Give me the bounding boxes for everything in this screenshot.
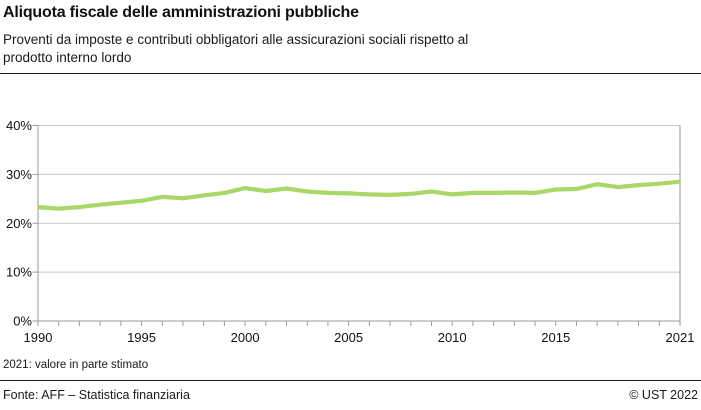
footer-divider bbox=[0, 380, 701, 381]
source-label: Fonte: AFF – Statistica finanziaria bbox=[3, 388, 190, 402]
x-axis-label: 1995 bbox=[127, 330, 156, 345]
chart-subtitle: Proventi da imposte e contributi obbliga… bbox=[3, 31, 468, 67]
data-line-aliquota-fiscale bbox=[37, 179, 681, 211]
x-axis-label: 2000 bbox=[231, 330, 260, 345]
page-title: Aliquota fiscale delle amministrazioni p… bbox=[3, 4, 359, 21]
x-axis-label: 2010 bbox=[438, 330, 467, 345]
x-axis-label: 2021 bbox=[666, 330, 695, 345]
y-axis-label: 0% bbox=[13, 314, 32, 329]
x-axis-label: 2015 bbox=[541, 330, 570, 345]
x-axis-label: 2005 bbox=[334, 330, 363, 345]
x-axis-label: 1990 bbox=[24, 330, 53, 345]
chart-subtitle-line2: prodotto interno lordo bbox=[3, 50, 132, 65]
y-axis-label: 30% bbox=[6, 167, 32, 182]
y-axis-label: 10% bbox=[6, 265, 32, 280]
header-divider bbox=[0, 73, 701, 74]
chart-subtitle-line1: Proventi da imposte e contributi obbliga… bbox=[3, 32, 469, 47]
footer: Fonte: AFF – Statistica finanziaria © US… bbox=[3, 388, 698, 402]
copyright-label: © UST 2022 bbox=[629, 388, 698, 402]
y-axis-label: 20% bbox=[6, 216, 32, 231]
y-axis-label: 40% bbox=[6, 118, 32, 133]
estimate-note: 2021: valore in parte stimato bbox=[3, 359, 149, 371]
